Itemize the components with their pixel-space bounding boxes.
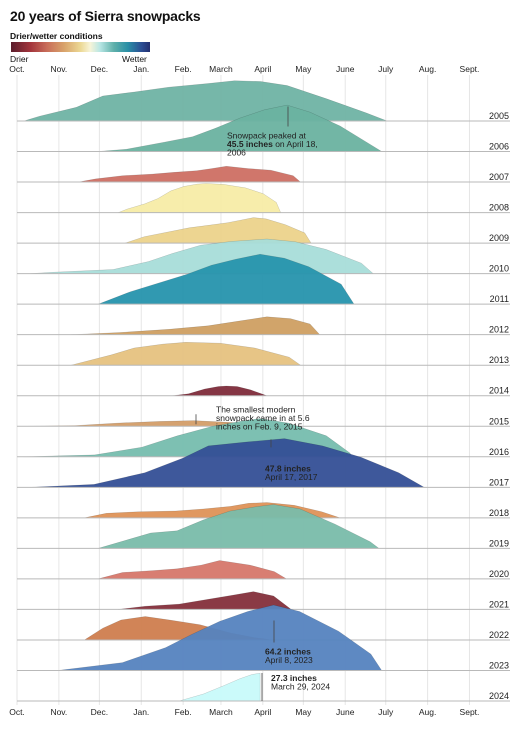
annotation-text: inches on Feb. 9, 2015 [216,421,303,431]
legend-color-bar [11,42,150,52]
annotation-text: April 8, 2023 [265,655,313,665]
year-label-2024: 2024 [489,691,509,701]
ridges: 2005 2006 2007 2008 2009 2010 2011 2012 2013 2014… [17,80,510,702]
x-tick-label-top: Sept. [460,64,480,74]
x-tick-label-top: June [336,64,355,74]
ridge-2008: 2008 [17,183,510,214]
x-tick-label-bottom: April [254,707,271,717]
chart-title: 20 years of Sierra snowpacks [10,8,201,24]
year-label-2010: 2010 [489,264,509,274]
annotation-text: 45.5 inches on April 18, [227,139,318,149]
year-label-2015: 2015 [489,416,509,426]
year-label-2007: 2007 [489,172,509,182]
area-2024 [179,672,261,702]
annotation-text: 47.8 inches [265,463,311,473]
x-tick-label-top: Aug. [419,64,437,74]
legend-title: Drier/wetter conditions [10,31,103,41]
x-tick-label-top: May [295,64,312,74]
x-tick-label-bottom: Feb. [175,707,192,717]
year-label-2017: 2017 [489,477,509,487]
x-tick-label-bottom: July [378,707,394,717]
x-tick-label-bottom: Sept. [460,707,480,717]
area-2009 [125,217,312,244]
annotation-text: April 17, 2017 [265,472,318,482]
x-tick-label-bottom: Dec. [91,707,108,717]
area-2013 [70,342,301,366]
annotation-text: The smallest modern [216,404,296,414]
x-tick-label-top: July [378,64,394,74]
area-2005 [23,80,388,122]
x-tick-label-bottom: March [209,707,233,717]
x-tick-label-bottom: June [336,707,355,717]
year-label-2009: 2009 [489,233,509,243]
x-tick-label-bottom: Nov. [50,707,67,717]
year-label-2018: 2018 [489,508,509,518]
ridge-2020: 2020 [17,560,510,580]
x-tick-label-top: April [254,64,271,74]
ridge-2023: 2023 [17,604,510,672]
area-2011 [97,253,355,306]
area-2007 [77,165,301,183]
year-label-2020: 2020 [489,569,509,579]
x-tick-label-top: Dec. [91,64,108,74]
annotation-text: March 29, 2024 [271,682,330,692]
area-2020 [97,560,287,580]
year-label-2011: 2011 [490,294,509,304]
year-label-2005: 2005 [489,111,509,121]
ridge-2007: 2007 [17,165,510,183]
ridge-2006: 2006 [17,104,510,153]
legend-low-label: Drier [10,54,29,64]
x-tick-label-top: Jan. [133,64,149,74]
area-2014 [171,385,268,396]
area-2010 [30,238,374,274]
annotation-text: 64.2 inches [265,646,311,656]
area-2017 [30,438,425,488]
year-label-2006: 2006 [489,142,509,152]
annotation-text: 27.3 inches [271,673,317,683]
ridge-2013: 2013 [17,342,510,366]
area-2023 [56,604,382,672]
x-tick-label-top: Feb. [175,64,192,74]
ridge-2024: 2024 [17,672,510,702]
year-label-2023: 2023 [489,660,509,670]
area-2008 [118,183,281,213]
area-2019 [97,504,380,549]
x-tick-label-bottom: May [295,707,312,717]
year-label-2013: 2013 [489,355,509,365]
year-label-2022: 2022 [489,630,509,640]
legend-high-label: Wetter [122,54,147,64]
year-label-2019: 2019 [489,538,509,548]
year-label-2012: 2012 [489,325,509,335]
x-tick-label-bottom: Jan. [133,707,149,717]
ridge-2011: 2011 [17,253,510,306]
ridge-2012: 2012 [17,316,510,336]
x-tick-label-bottom: Oct. [9,707,25,717]
year-label-2021: 2021 [489,599,509,609]
ridge-2014: 2014 [17,385,510,397]
area-2012 [70,316,321,336]
area-2006 [97,104,382,152]
annotation-text: 2006 [227,148,246,158]
x-tick-label-top: Nov. [50,64,67,74]
year-label-2014: 2014 [489,386,509,396]
ridge-2019: 2019 [17,504,510,549]
year-label-2016: 2016 [489,447,509,457]
annotation-text: Snowpack peaked at [227,131,307,141]
year-label-2008: 2008 [489,203,509,213]
x-tick-label-bottom: Aug. [419,707,437,717]
x-tick-label-top: March [209,64,233,74]
ridge-2017: 2017 [17,438,510,488]
area-2021 [118,591,292,610]
annotation-text: snowpack came in at 5.6 [216,413,310,423]
x-tick-label-top: Oct. [9,64,25,74]
ridge-2021: 2021 [17,591,510,610]
